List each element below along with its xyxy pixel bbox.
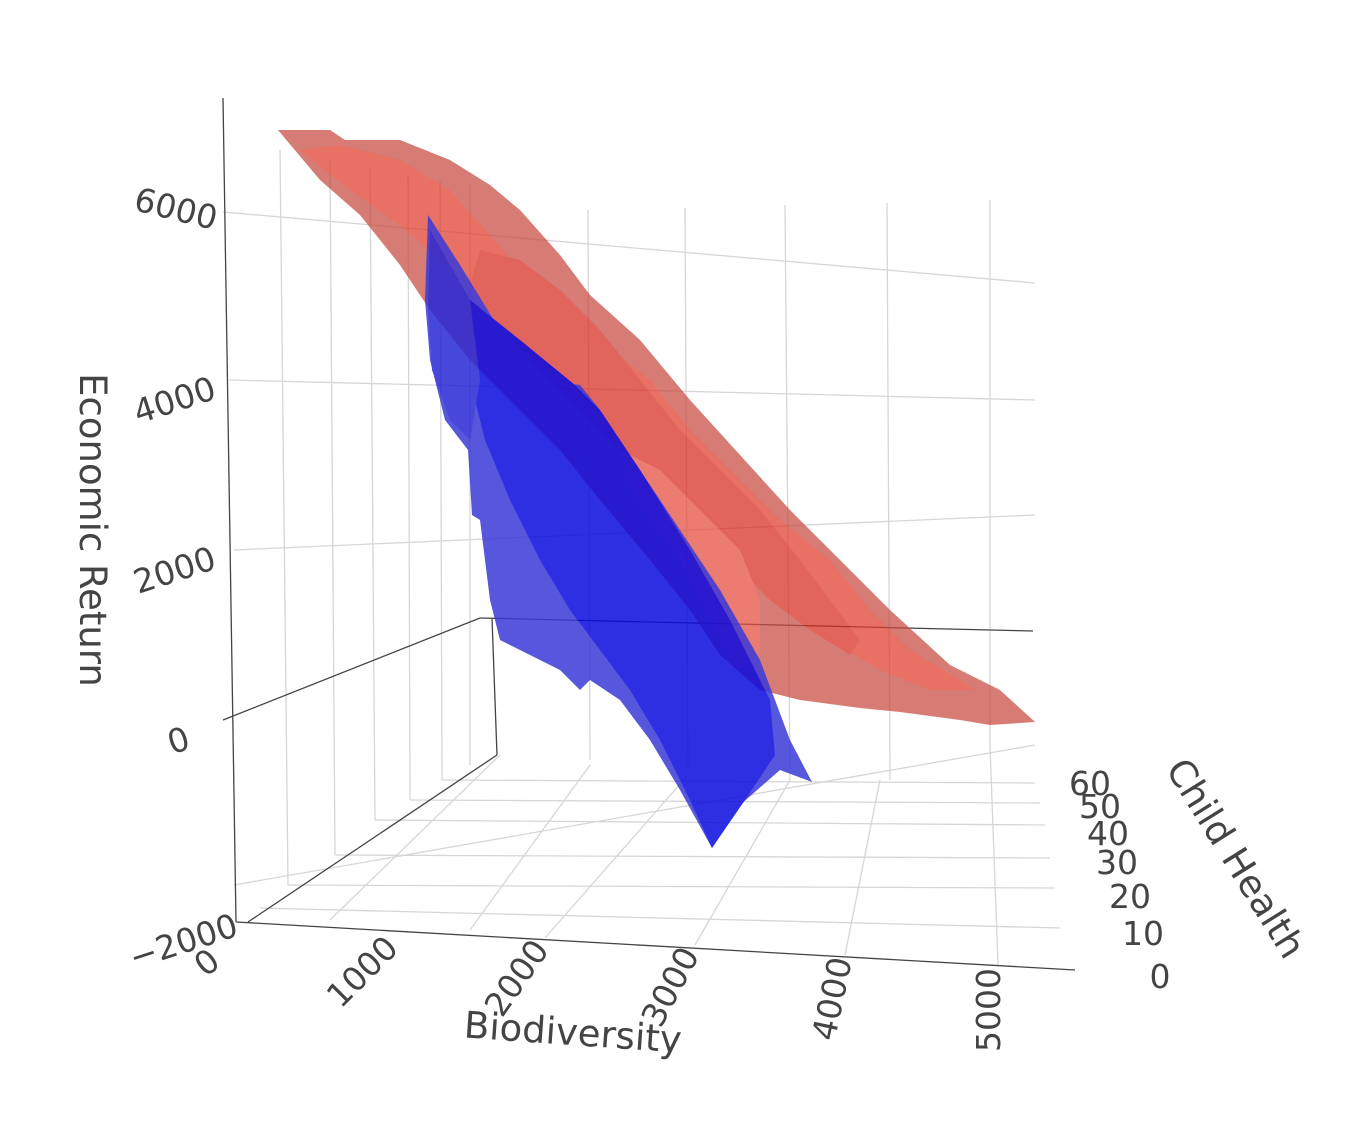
y-tick-label: 0 [1150, 957, 1171, 996]
y-tick-label: 10 [1122, 914, 1164, 953]
grid-x-back-4 [407, 174, 411, 801]
grid-z-6000 [222, 211, 1036, 284]
blue-surface-patch-left [428, 230, 480, 440]
corner-vertical-line [491, 617, 498, 756]
y-tick-label: 20 [1109, 877, 1151, 916]
grid-floor-x5 [844, 779, 881, 956]
grid-x-back-1 [279, 149, 289, 886]
red-surface-patch-inner [470, 250, 860, 655]
x-tick-label: 1000 [319, 928, 406, 1015]
grid-x-back-3 [369, 167, 376, 821]
grid-floor-y-30 [334, 854, 1051, 859]
zero-plane-left-line [222, 617, 481, 721]
z-tick-label: −2000 [124, 906, 242, 978]
z-axis-title: Economic Return [71, 373, 114, 687]
surface-series-blue[interactable] [425, 215, 812, 848]
y-tick-label: 40 [1087, 814, 1129, 853]
grid-floor-y-10 [259, 907, 1061, 929]
grid-floor-y-20 [287, 884, 1056, 889]
x-tick-label: 5000 [969, 968, 1008, 1052]
x-axis-line [235, 921, 1076, 971]
z-tick-label: 2000 [129, 539, 221, 602]
z-axis-line [222, 97, 237, 923]
x-front-edge-line [247, 754, 498, 923]
y-tick-label: 30 [1096, 843, 1138, 882]
grid-floor-x1 [329, 754, 501, 921]
y-axis-title: Child Health [1157, 751, 1314, 966]
z-tick-label: 0 [162, 719, 194, 763]
grid-floor-x2 [469, 764, 591, 931]
blue-surface-patch-sheet [470, 300, 775, 848]
x-tick-label: 4000 [804, 954, 860, 1044]
grid-x-back-2 [329, 159, 336, 856]
z-tick-label: 4000 [129, 369, 221, 432]
y-tick-label: 50 [1079, 787, 1121, 826]
y-tick-label: 60 [1069, 764, 1111, 803]
grid-floor-x6 [989, 744, 999, 966]
grid-z-neg2000 [233, 744, 1036, 886]
z-tick-label: 6000 [131, 180, 222, 238]
grid-floor-x4 [694, 779, 791, 946]
